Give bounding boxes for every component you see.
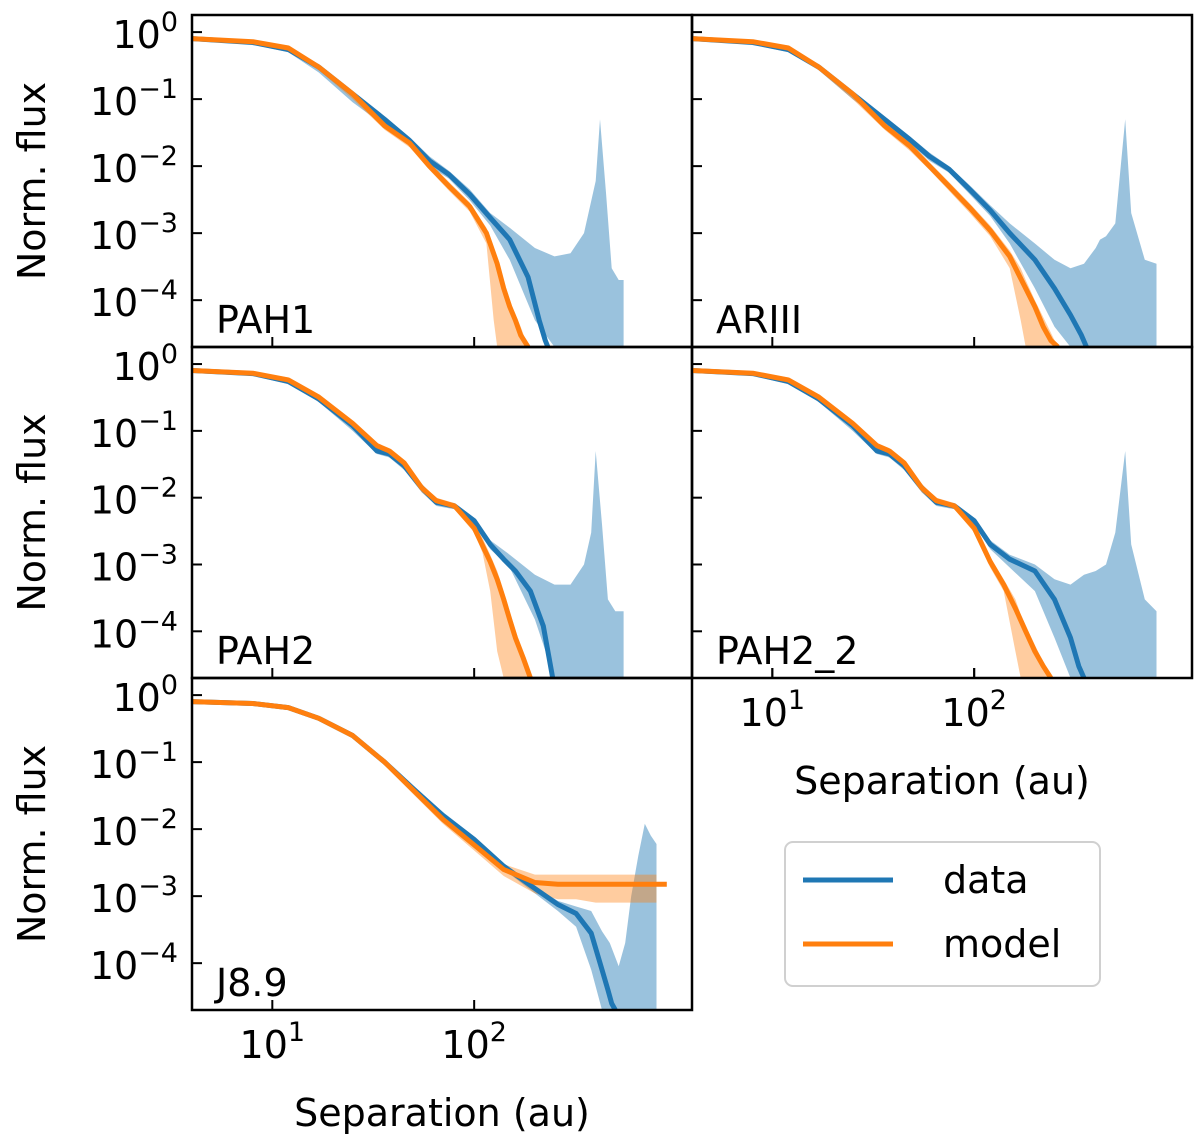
panel-label: PAH2 [216, 629, 315, 673]
y-tick-label: 10−2 [90, 804, 178, 854]
panel-pah2: 100 10−1 10−2 10−3 10−4 Norm. flux PAH2 [10, 339, 694, 680]
series-line-model [192, 699, 667, 887]
plot-area [192, 699, 667, 1010]
panel-axis-only: 101 102 Separation (au) [740, 668, 1090, 803]
panel-ariii: ARIII [690, 13, 1194, 349]
y-tick-label: 100 [112, 670, 178, 720]
y-axis-label: Norm. flux [10, 745, 54, 943]
x-tick-label: 102 [941, 685, 1007, 735]
plot-area [692, 368, 1157, 678]
y-tick-label: 10−2 [90, 473, 178, 523]
plot-area [192, 36, 624, 347]
y-axis-label: Norm. flux [10, 82, 54, 280]
panel-label: PAH1 [216, 298, 315, 342]
x-axis-label: Separation (au) [294, 1091, 590, 1135]
legend-label-data: data [943, 858, 1029, 902]
x-tick-label: 101 [740, 685, 806, 735]
band-model [692, 368, 1051, 678]
band-data [692, 368, 1157, 678]
band-data [192, 36, 624, 347]
panel-label: J8.9 [214, 961, 288, 1005]
y-tick-label: 10−1 [90, 406, 178, 456]
y-tick-label: 10−3 [90, 208, 178, 258]
series-line-model [692, 36, 1060, 347]
band-data [192, 368, 624, 678]
y-tick-label: 10−4 [90, 938, 178, 988]
x-axis-label: Separation (au) [794, 759, 1090, 803]
y-tick-label: 10−2 [90, 141, 178, 191]
panel-pah1: 100 10−1 10−2 10−3 10−4 Norm. flux PAH1 [10, 7, 694, 349]
series-line-model [192, 368, 533, 678]
y-tick-label: 10−1 [90, 737, 178, 787]
y-tick-label: 10−4 [90, 606, 178, 656]
y-axis-label: Norm. flux [10, 413, 54, 611]
legend-label-model: model [943, 922, 1061, 966]
plot-area [692, 36, 1157, 347]
series-line-model [192, 36, 531, 347]
plot-area [192, 368, 624, 678]
y-tick-label: 100 [112, 7, 178, 57]
x-tick-label: 102 [441, 1017, 507, 1067]
band-model [692, 36, 1058, 347]
y-tick-label: 10−3 [90, 871, 178, 921]
panel-label: PAH2_2 [716, 629, 858, 673]
panel-label: ARIII [716, 298, 802, 342]
panel-j8.9: 100 10−1 10−2 10−3 10−4 Norm. flux J8.9 101 102 S… [10, 670, 694, 1135]
series-line-model [692, 368, 1054, 678]
axes-frame [190, 676, 694, 1012]
y-tick-label: 10−1 [90, 74, 178, 124]
panel-pah2_2: PAH2_2 [690, 345, 1194, 680]
y-tick-label: 10−4 [90, 275, 178, 325]
panels: 100 10−1 10−2 10−3 10−4 Norm. flux PAH1 ARIII 10… [10, 7, 1194, 1135]
legend: data model [784, 841, 1101, 987]
axes-frame [690, 345, 1194, 680]
band-data [192, 699, 657, 1010]
y-tick-label: 100 [112, 339, 178, 389]
y-tick-label: 10−3 [90, 539, 178, 589]
x-tick-label: 101 [240, 1017, 306, 1067]
